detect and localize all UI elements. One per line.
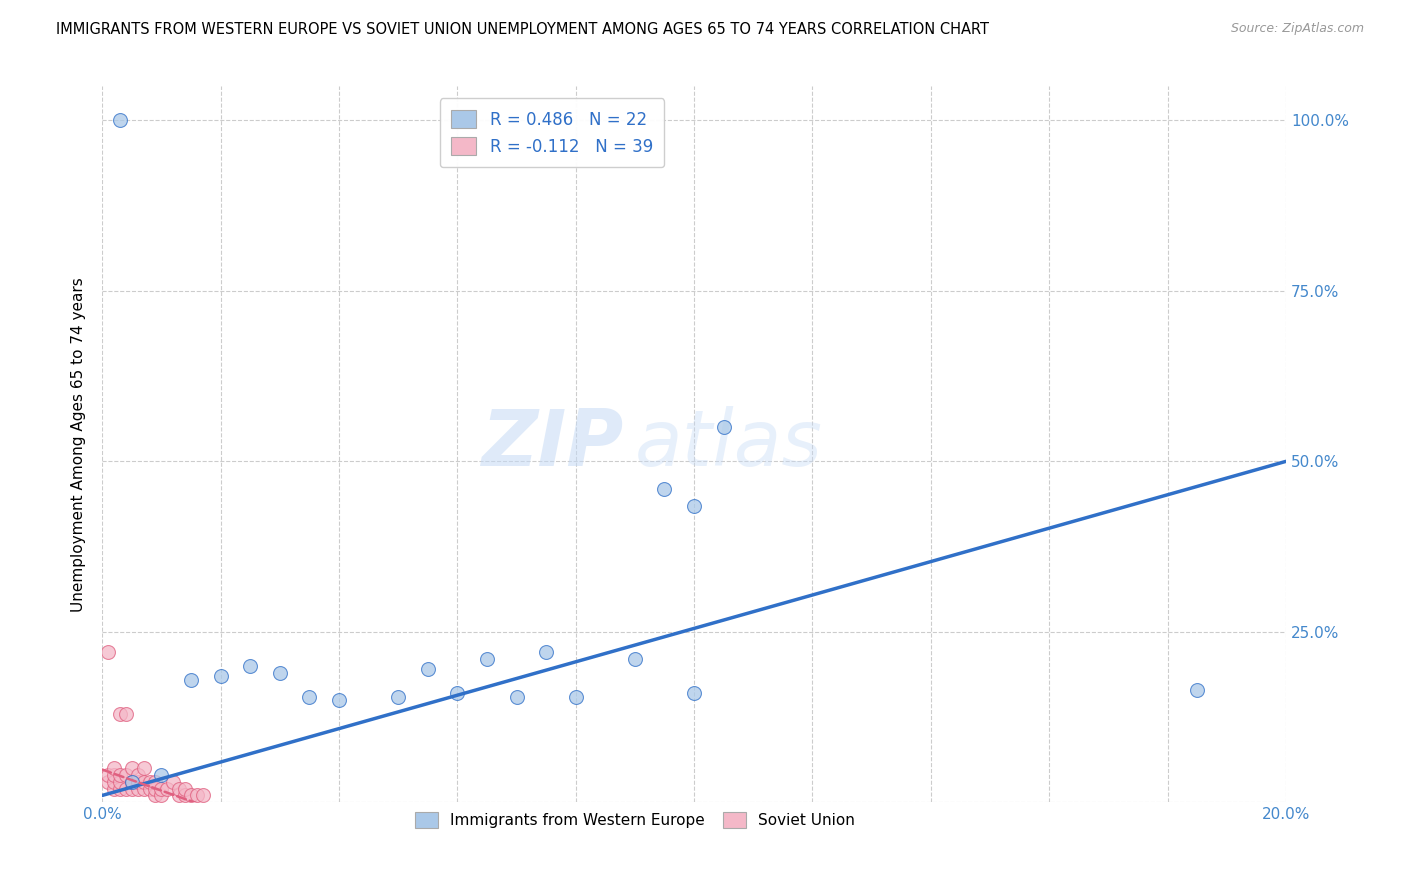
Point [103, 774, 125, 789]
Point [145, 774, 167, 789]
Point [115, 768, 138, 782]
Point [683, 686, 706, 700]
Point [416, 662, 439, 676]
Point [180, 673, 202, 687]
Point [713, 420, 735, 434]
Point [167, 789, 190, 803]
Point [97, 645, 120, 659]
Point [127, 781, 149, 796]
Y-axis label: Unemployment Among Ages 65 to 74 years: Unemployment Among Ages 65 to 74 years [72, 277, 86, 612]
Point [115, 781, 138, 796]
Point [150, 768, 173, 782]
Point [145, 781, 167, 796]
Point [97, 768, 120, 782]
Point [121, 781, 143, 796]
Text: Source: ZipAtlas.com: Source: ZipAtlas.com [1230, 22, 1364, 36]
Point [127, 768, 149, 782]
Point [138, 774, 160, 789]
Point [108, 781, 131, 796]
Point [127, 774, 149, 789]
Point [103, 768, 125, 782]
Point [108, 113, 131, 128]
Point [121, 774, 143, 789]
Point [108, 774, 131, 789]
Point [564, 690, 586, 704]
Point [132, 774, 155, 789]
Point [108, 768, 131, 782]
Text: atlas: atlas [636, 407, 823, 483]
Point [475, 652, 498, 666]
Point [209, 669, 232, 683]
Point [624, 652, 647, 666]
Point [156, 781, 179, 796]
Point [132, 761, 155, 775]
Point [654, 482, 676, 496]
Point [298, 690, 321, 704]
Point [108, 706, 131, 721]
Point [145, 789, 167, 803]
Point [174, 789, 197, 803]
Point [683, 499, 706, 513]
Point [103, 761, 125, 775]
Point [167, 781, 190, 796]
Point [269, 665, 291, 680]
Point [534, 645, 557, 659]
Point [328, 693, 350, 707]
Point [505, 690, 527, 704]
Point [180, 789, 202, 803]
Point [191, 789, 214, 803]
Point [150, 781, 173, 796]
Point [446, 686, 468, 700]
Point [121, 761, 143, 775]
Legend: Immigrants from Western Europe, Soviet Union: Immigrants from Western Europe, Soviet U… [409, 805, 860, 834]
Point [387, 690, 409, 704]
Point [138, 781, 160, 796]
Text: ZIP: ZIP [481, 407, 623, 483]
Point [186, 789, 208, 803]
Point [121, 774, 143, 789]
Point [162, 774, 184, 789]
Point [103, 781, 125, 796]
Point [174, 781, 197, 796]
Point [150, 789, 173, 803]
Point [115, 706, 138, 721]
Text: IMMIGRANTS FROM WESTERN EUROPE VS SOVIET UNION UNEMPLOYMENT AMONG AGES 65 TO 74 : IMMIGRANTS FROM WESTERN EUROPE VS SOVIET… [56, 22, 990, 37]
Point [239, 659, 262, 673]
Point [1185, 682, 1208, 697]
Point [97, 774, 120, 789]
Point [132, 781, 155, 796]
